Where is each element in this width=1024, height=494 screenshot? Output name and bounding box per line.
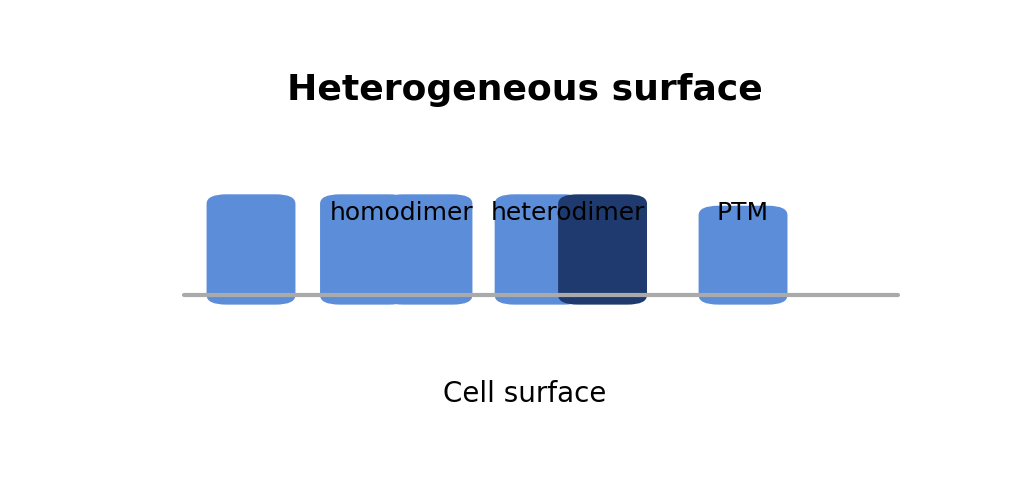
- FancyBboxPatch shape: [384, 194, 472, 305]
- FancyBboxPatch shape: [495, 194, 584, 305]
- FancyBboxPatch shape: [698, 206, 787, 305]
- Text: Cell surface: Cell surface: [443, 380, 606, 408]
- Text: homodimer: homodimer: [330, 202, 474, 225]
- FancyBboxPatch shape: [321, 194, 409, 305]
- FancyBboxPatch shape: [207, 194, 296, 305]
- Text: heterodimer: heterodimer: [492, 202, 646, 225]
- Text: PTM: PTM: [717, 202, 769, 225]
- FancyBboxPatch shape: [558, 194, 647, 305]
- Text: Heterogeneous surface: Heterogeneous surface: [287, 73, 763, 107]
